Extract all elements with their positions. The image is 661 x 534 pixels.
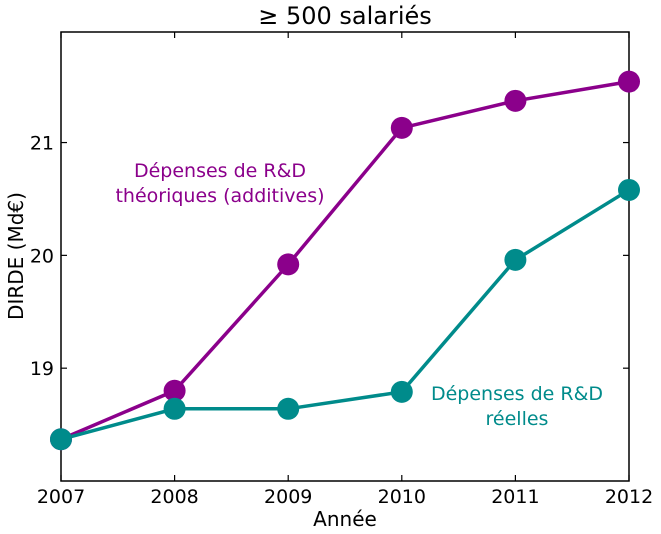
data-point — [163, 397, 186, 420]
data-point — [163, 379, 186, 402]
data-point — [277, 253, 300, 276]
data-point — [618, 178, 640, 201]
x-tick-label: 2012 — [605, 486, 653, 508]
y-tick-label: 21 — [30, 133, 54, 155]
data-point — [504, 89, 527, 112]
series-layer — [50, 70, 640, 451]
data-point — [277, 397, 300, 420]
series-label-line: théoriques (additives) — [115, 185, 324, 207]
y-tick-label: 19 — [30, 358, 54, 380]
chart-title: ≥ 500 salariés — [258, 2, 432, 30]
data-point — [504, 248, 527, 271]
data-point — [390, 380, 413, 403]
data-point — [50, 428, 72, 451]
y-axis-label: DIRDE (Md€) — [4, 192, 28, 320]
data-point — [390, 116, 413, 139]
y-tick-labels: 19 20 21 — [30, 133, 54, 381]
series-line-1 — [60, 188, 630, 441]
x-tick-label: 2010 — [378, 486, 426, 508]
series-label-line: réelles — [486, 408, 549, 430]
series-label-line: Dépenses de R&D — [431, 383, 603, 405]
series-label-real: Dépenses de R&D réelles — [431, 383, 603, 430]
x-tick-label: 2008 — [150, 486, 198, 508]
series-line-0 — [60, 79, 630, 441]
plot-frame — [60, 31, 630, 482]
x-tick-label: 2007 — [37, 486, 85, 508]
series-label-line: Dépenses de R&D — [134, 160, 306, 182]
x-tick-label: 2009 — [264, 486, 312, 508]
y-tick-label: 20 — [30, 245, 54, 267]
x-tick-labels: 2007 2008 2009 2010 2011 2012 — [37, 486, 653, 508]
x-axis-label: Année — [313, 507, 377, 531]
series-label-theoretical: Dépenses de R&D théoriques (additives) — [115, 160, 324, 207]
data-point — [618, 70, 640, 93]
axis-ticks — [60, 32, 630, 481]
x-tick-label: 2011 — [491, 486, 539, 508]
